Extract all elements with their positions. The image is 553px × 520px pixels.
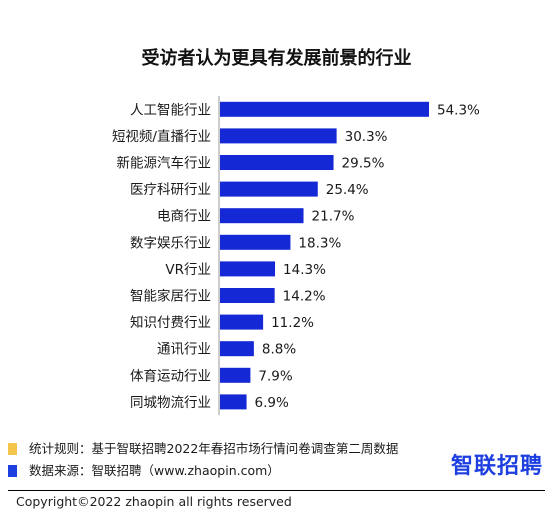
category-label: VR行业 [165, 262, 211, 278]
category-label: 新能源汽车行业 [117, 155, 212, 172]
value-label: 54.3% [437, 102, 480, 118]
bar [220, 155, 334, 170]
value-label: 21.7% [312, 209, 355, 225]
category-label: 知识付费行业 [130, 314, 211, 331]
bar [220, 128, 337, 144]
bar [220, 234, 291, 250]
bar [220, 341, 254, 357]
category-label: 体育运动行业 [130, 368, 211, 384]
copyright-text: Copyright©2022 zhaopin all rights reserv… [16, 494, 292, 509]
category-label: 人工智能行业 [130, 102, 211, 118]
value-label: 14.2% [283, 289, 326, 305]
chart-title: 受访者认为更具有发展前景的行业 [141, 48, 412, 69]
bar [220, 261, 276, 277]
category-label: 医疗科研行业 [130, 182, 211, 198]
value-label: 11.2% [271, 315, 314, 331]
bar [220, 367, 251, 383]
bar [220, 181, 318, 197]
value-label: 25.4% [326, 182, 369, 198]
footer-divider [8, 490, 545, 491]
data-source-text: 数据来源：智联招聘（www.zhaopin.com） [29, 463, 280, 478]
notes: 统计规则：基于智联招聘2022年春招市场行情问卷调查第二周数据 数据来源：智联招… [8, 438, 398, 482]
value-label: 29.5% [342, 156, 385, 172]
data-source-note: 数据来源：智联招聘（www.zhaopin.com） [8, 460, 398, 482]
category-label: 通讯行业 [157, 342, 211, 358]
value-label: 14.3% [283, 262, 326, 278]
bar [220, 394, 247, 410]
category-label: 同城物流行业 [130, 395, 211, 411]
category-label: 数字娱乐行业 [130, 235, 211, 251]
value-label: 8.8% [262, 342, 296, 358]
zhaopin-logo: 智联招聘 [450, 454, 543, 479]
value-label: 6.9% [255, 395, 289, 411]
stat-rule-marker [8, 443, 17, 455]
stat-rule-text: 统计规则：基于智联招聘2022年春招市场行情问卷调查第二周数据 [29, 441, 399, 456]
bar [220, 288, 275, 303]
category-label: 电商行业 [157, 209, 211, 225]
value-label: 18.3% [298, 235, 341, 251]
data-source-marker [8, 465, 17, 477]
bar [220, 208, 304, 224]
bar [220, 314, 264, 330]
category-label: 智能家居行业 [130, 288, 211, 305]
value-label: 30.3% [345, 129, 388, 145]
value-label: 7.9% [258, 368, 292, 384]
stat-rule-note: 统计规则：基于智联招聘2022年春招市场行情问卷调查第二周数据 [8, 438, 398, 460]
category-label: 短视频/直播行业 [112, 129, 211, 145]
bar-chart: 人工智能行业 54.3% 短视频/直播行业 30.3% 新能源汽车行业 29.5% 医疗科研… [112, 96, 480, 416]
bar [220, 101, 429, 117]
